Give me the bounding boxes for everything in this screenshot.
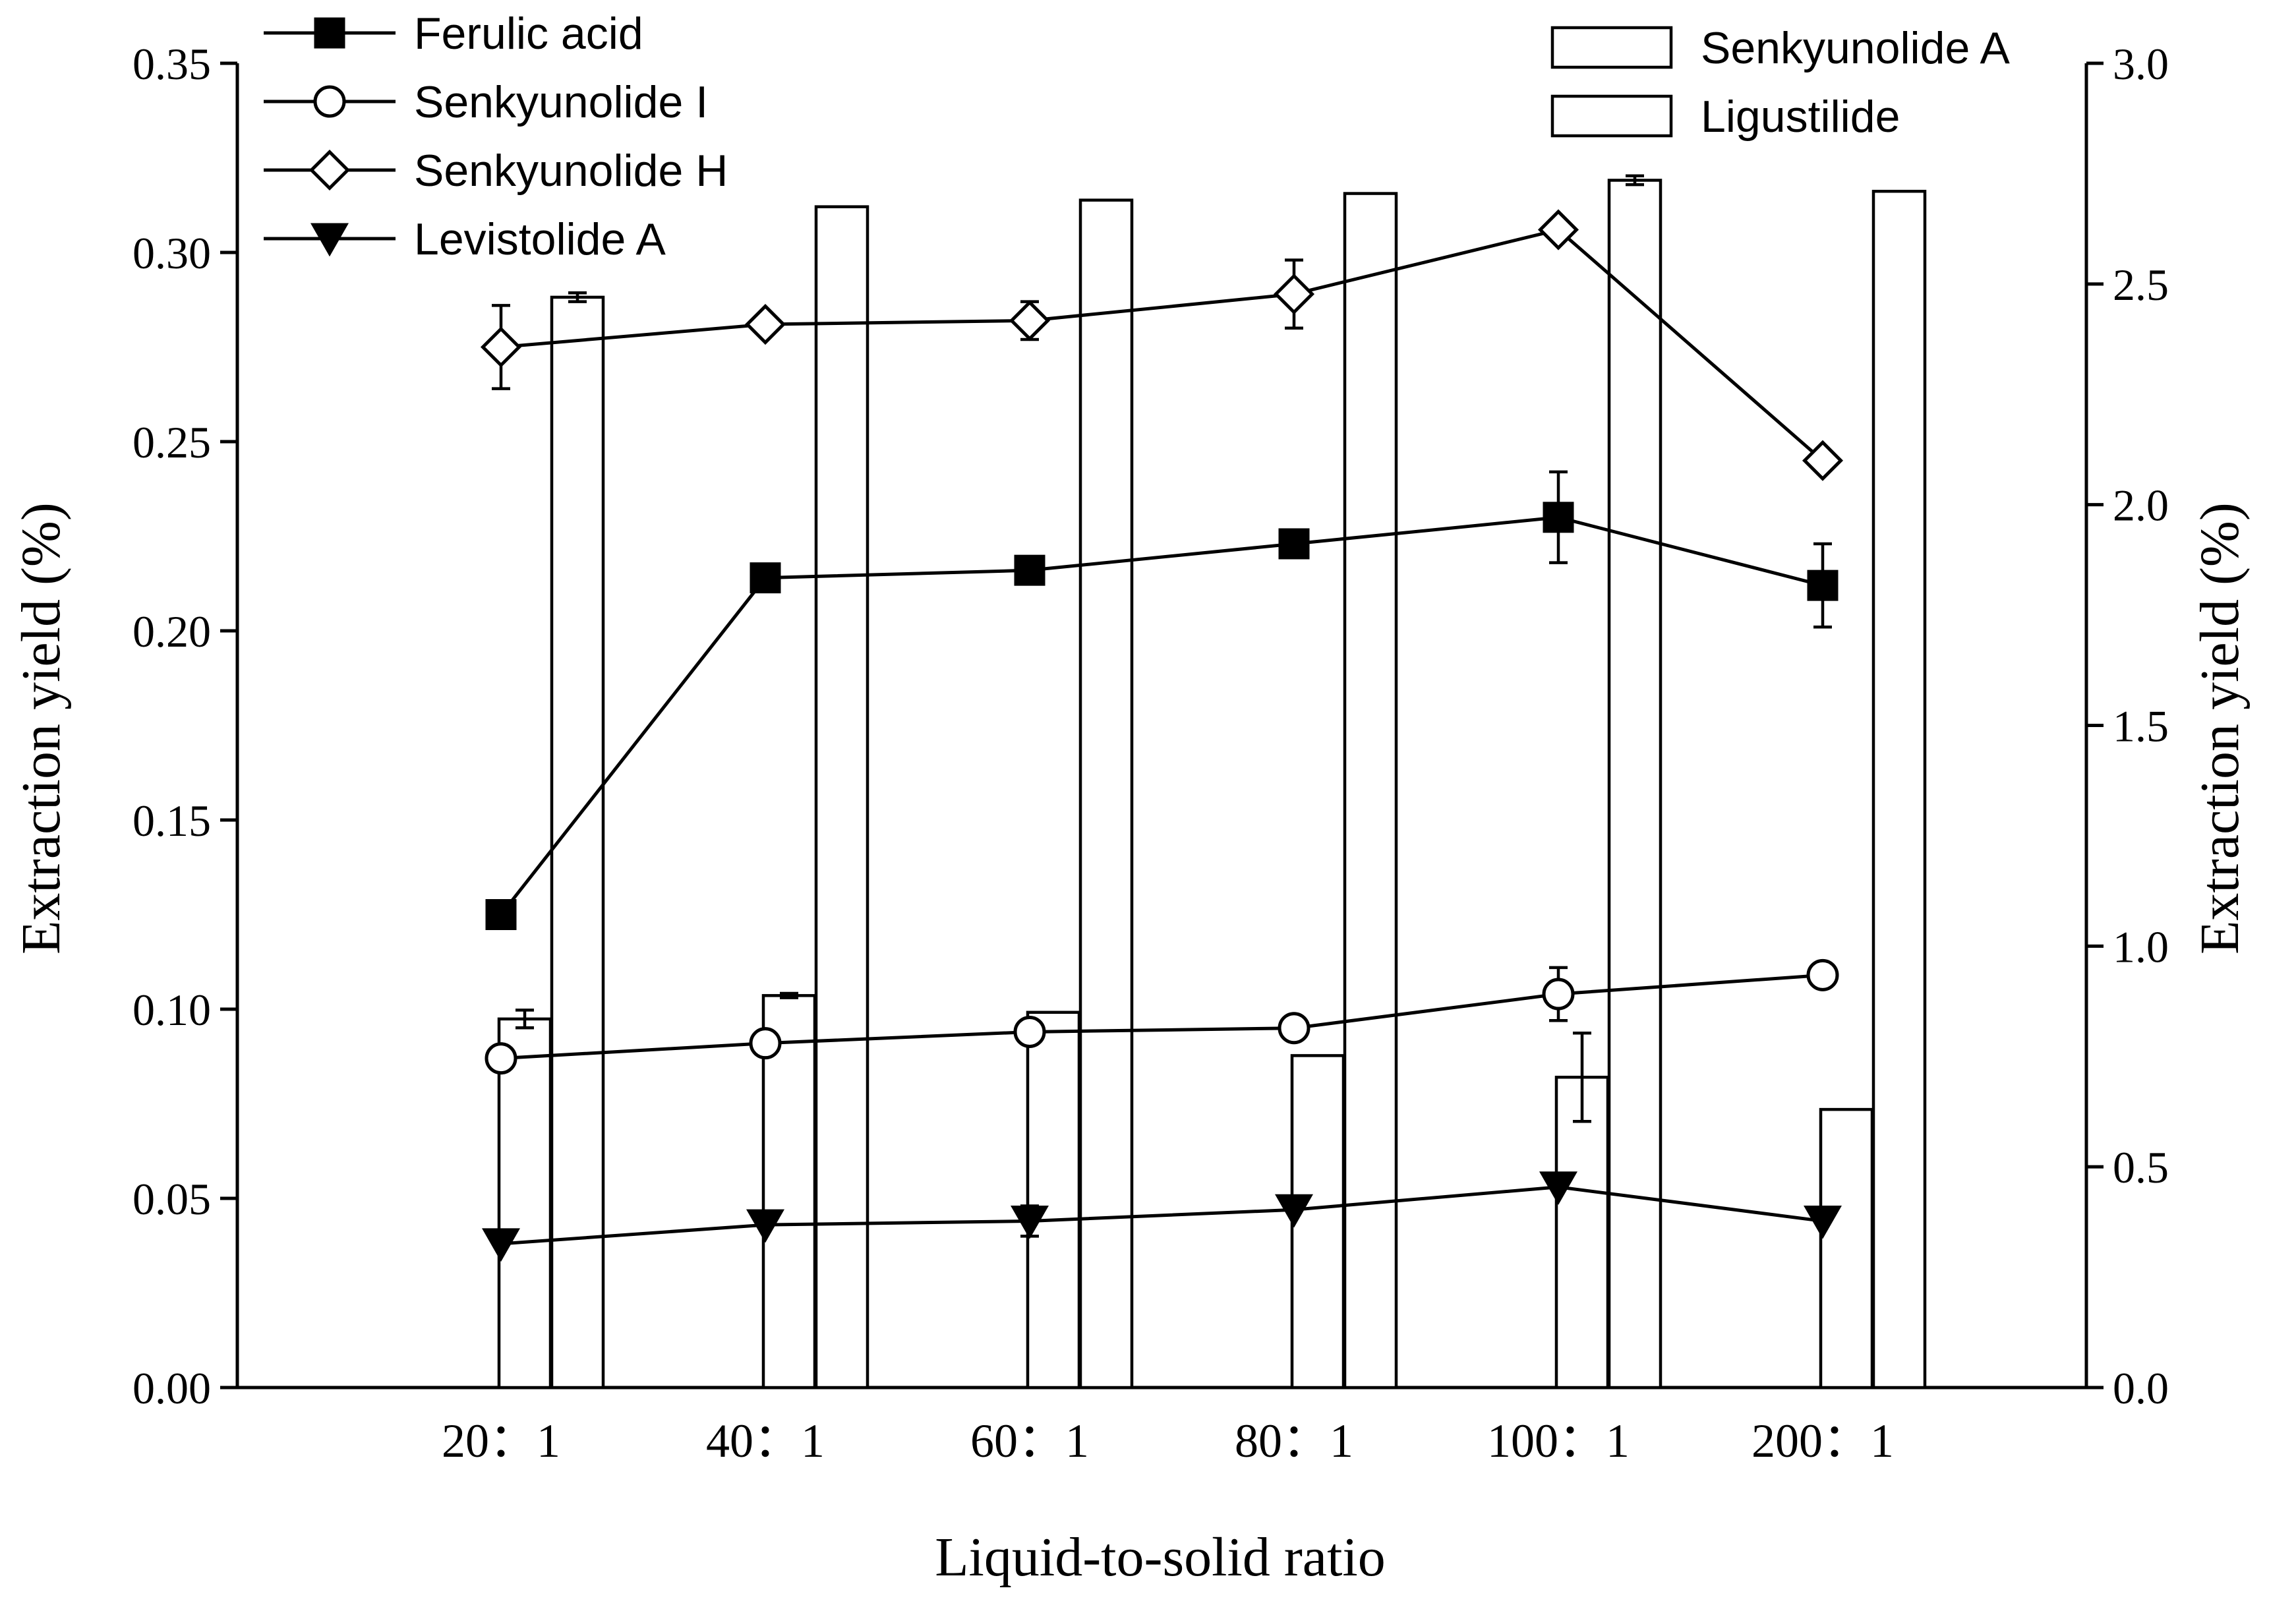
x-tick-label: 40：1 xyxy=(706,1415,825,1467)
legend-item-senkyunolide-h: Senkyunolide H xyxy=(264,146,728,196)
y-left-tick-label: 0.30 xyxy=(132,228,211,278)
line-series-ferulic-acid xyxy=(485,470,1839,930)
data-point xyxy=(1278,528,1310,560)
y-left-tick-label: 0.10 xyxy=(132,985,211,1035)
legend-label: Ferulic acid xyxy=(414,9,643,59)
x-tick-label: 20：1 xyxy=(442,1415,560,1467)
y-left-tick-label: 0.15 xyxy=(132,796,211,846)
bar xyxy=(1871,189,1927,1390)
data-point xyxy=(1009,300,1051,341)
data-point xyxy=(1013,1015,1046,1048)
y-right-tick-label: 3.0 xyxy=(2113,39,2169,89)
series-line xyxy=(500,227,1824,462)
legend-label: Levistolide A xyxy=(414,214,666,264)
data-point xyxy=(1273,274,1315,315)
x-tick-label: 80：1 xyxy=(1235,1415,1353,1467)
y-axis-right-title: Extraction yield (%) xyxy=(2189,502,2251,954)
y-right-tick-label: 2.5 xyxy=(2113,260,2169,310)
data-point xyxy=(1543,502,1574,533)
data-point xyxy=(749,1027,782,1060)
legend-label: Senkyunolide I xyxy=(414,77,708,127)
legend-label: Ligustilide xyxy=(1701,92,1900,142)
bar-error-bar xyxy=(568,291,587,303)
y-left-tick-label: 0.35 xyxy=(132,39,211,89)
legend-item-senkyunolide-a: Senkyunolide A xyxy=(1550,23,2010,73)
legend-marker xyxy=(314,17,345,49)
data-point xyxy=(1807,570,1839,601)
bar-series-senkyunolide-a xyxy=(497,991,1874,1390)
data-point xyxy=(744,304,786,345)
x-tick-label: 100：1 xyxy=(1487,1415,1630,1467)
data-point xyxy=(1804,1205,1842,1239)
bar-error-bar xyxy=(1573,1032,1591,1123)
legend-lines: Ferulic acid Senkyunolide I Senkyunolide H… xyxy=(264,9,728,264)
legend-item-senkyunolide-i: Senkyunolide I xyxy=(264,77,708,127)
legend-label: Senkyunolide A xyxy=(1701,23,2010,73)
y-axis-left-title: Extraction yield (%) xyxy=(11,502,72,954)
data-point xyxy=(1278,1012,1310,1045)
data-point xyxy=(1539,1171,1577,1206)
y-right-tick-label: 2.0 xyxy=(2113,481,2169,531)
bar xyxy=(1819,1107,1874,1390)
y-right-tick-label: 1.5 xyxy=(2113,701,2169,751)
bar xyxy=(1607,179,1663,1390)
bar xyxy=(1343,192,1398,1390)
y-left-tick-label: 0.20 xyxy=(132,606,211,657)
bar-error-bar xyxy=(1626,174,1644,187)
legend-item-ferulic-acid: Ferulic acid xyxy=(264,9,643,59)
bars-layer xyxy=(497,174,1927,1390)
x-tick-label: 60：1 xyxy=(970,1415,1089,1467)
y-left-tick-label: 0.05 xyxy=(132,1174,211,1224)
legend-marker xyxy=(310,223,349,257)
data-point xyxy=(1275,1194,1313,1228)
x-axis-title: Liquid-to-solid ratio xyxy=(935,1527,1386,1588)
data-point xyxy=(1806,958,1839,991)
line-series-levistolide-a xyxy=(482,1171,1842,1262)
y-right-tick-label: 0.5 xyxy=(2113,1142,2169,1192)
y-right-tick-label: 1.0 xyxy=(2113,922,2169,972)
bar-error-bar xyxy=(780,991,798,999)
x-tick-label: 200：1 xyxy=(1751,1415,1894,1467)
data-point xyxy=(1542,978,1575,1011)
data-point xyxy=(1537,209,1579,250)
series-line xyxy=(500,515,1823,916)
data-point xyxy=(485,899,517,930)
series-line xyxy=(500,973,1823,1061)
legend-item-levistolide-a: Levistolide A xyxy=(264,214,666,264)
bar xyxy=(550,295,605,1390)
y-left-tick-label: 0.00 xyxy=(132,1363,211,1413)
series-line xyxy=(500,1185,1823,1246)
y-left-tick-label: 0.25 xyxy=(132,417,211,467)
lines-layer xyxy=(480,209,1844,1262)
line-series-senkyunolide-h xyxy=(480,209,1844,481)
data-point xyxy=(1014,554,1045,586)
legend-swatch xyxy=(1550,94,1673,138)
bar-error-bar xyxy=(515,1009,534,1030)
legend-label: Senkyunolide H xyxy=(414,146,728,196)
bar-series-ligustilide xyxy=(550,174,1927,1390)
data-point xyxy=(750,562,781,594)
bar xyxy=(1290,1054,1345,1390)
legend-marker xyxy=(309,149,351,191)
legend-bars: Senkyunolide A Ligustilide xyxy=(1550,23,2010,142)
bar xyxy=(1026,1011,1081,1390)
data-point xyxy=(1011,1205,1049,1239)
bar xyxy=(814,205,869,1390)
legend-marker xyxy=(313,85,346,118)
axes-layer: 0.00 0.05 0.10 0.15 0.20 0.25 0.30 0.35 0.0 0.5 1.… xyxy=(132,39,2169,1467)
y-right-tick-label: 0.0 xyxy=(2113,1363,2169,1413)
data-point xyxy=(480,326,522,368)
data-point xyxy=(485,1042,517,1075)
data-point xyxy=(746,1209,784,1243)
line-series-senkyunolide-i xyxy=(485,958,1839,1075)
legend-swatch xyxy=(1550,26,1673,69)
bar xyxy=(1078,198,1134,1390)
bar xyxy=(1554,1075,1610,1390)
data-point xyxy=(1802,440,1844,481)
bar xyxy=(497,1017,552,1390)
legend-item-ligustilide: Ligustilide xyxy=(1550,92,1900,142)
data-point xyxy=(482,1228,520,1262)
